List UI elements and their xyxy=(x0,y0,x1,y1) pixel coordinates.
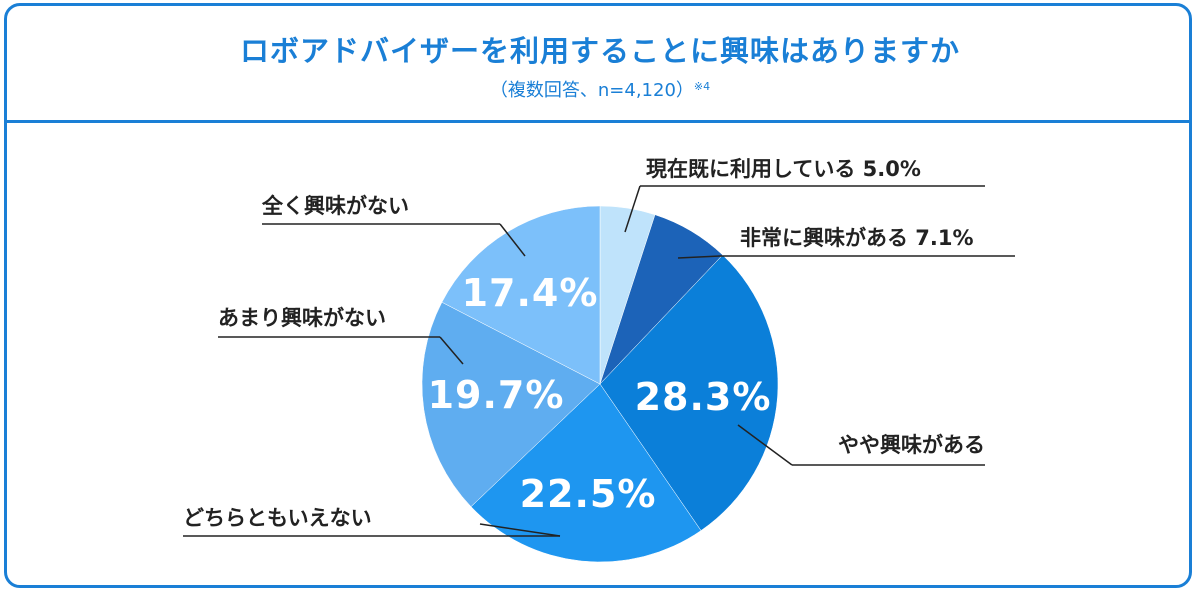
leader-line-6 xyxy=(499,223,526,257)
pie-slice-6 xyxy=(441,205,601,385)
leader-line-2 xyxy=(677,255,721,259)
slice-label-5: あまり興味がない xyxy=(218,306,386,330)
pie-slice-4 xyxy=(470,383,702,563)
slice-value-4: 22.5% xyxy=(520,472,657,516)
slice-value-6: 17.4% xyxy=(462,271,599,315)
chart-frame xyxy=(4,3,1192,588)
footnote-mark: ※4 xyxy=(693,80,711,93)
chart-title: ロボアドバイザーを利用することに興味はありますか xyxy=(239,34,960,68)
chart-subtitle: （複数回答、n=4,120）※4 xyxy=(0,76,1200,102)
leader-line-4 xyxy=(479,523,561,537)
slice-label-6: 全く興味がない xyxy=(261,194,409,218)
leader-line-3 xyxy=(737,424,793,466)
leader-line-1 xyxy=(624,185,641,233)
slice-value-3: 28.3% xyxy=(635,375,772,419)
slice-label-3: やや興味がある xyxy=(838,433,985,457)
slice-label-2: 非常に興味がある 7.1% xyxy=(740,226,974,250)
leader-line-5 xyxy=(439,336,464,365)
slice-value-5: 19.7% xyxy=(428,373,565,417)
subtitle-text: （複数回答、n=4,120） xyxy=(489,80,694,101)
pie-slice-3 xyxy=(599,254,779,531)
pie-slice-5 xyxy=(421,301,601,508)
slice-label-4: どちらともいえない xyxy=(183,506,372,530)
slice-label-1: 現在既に利用している 5.0% xyxy=(646,157,921,181)
header-divider xyxy=(4,120,1192,123)
